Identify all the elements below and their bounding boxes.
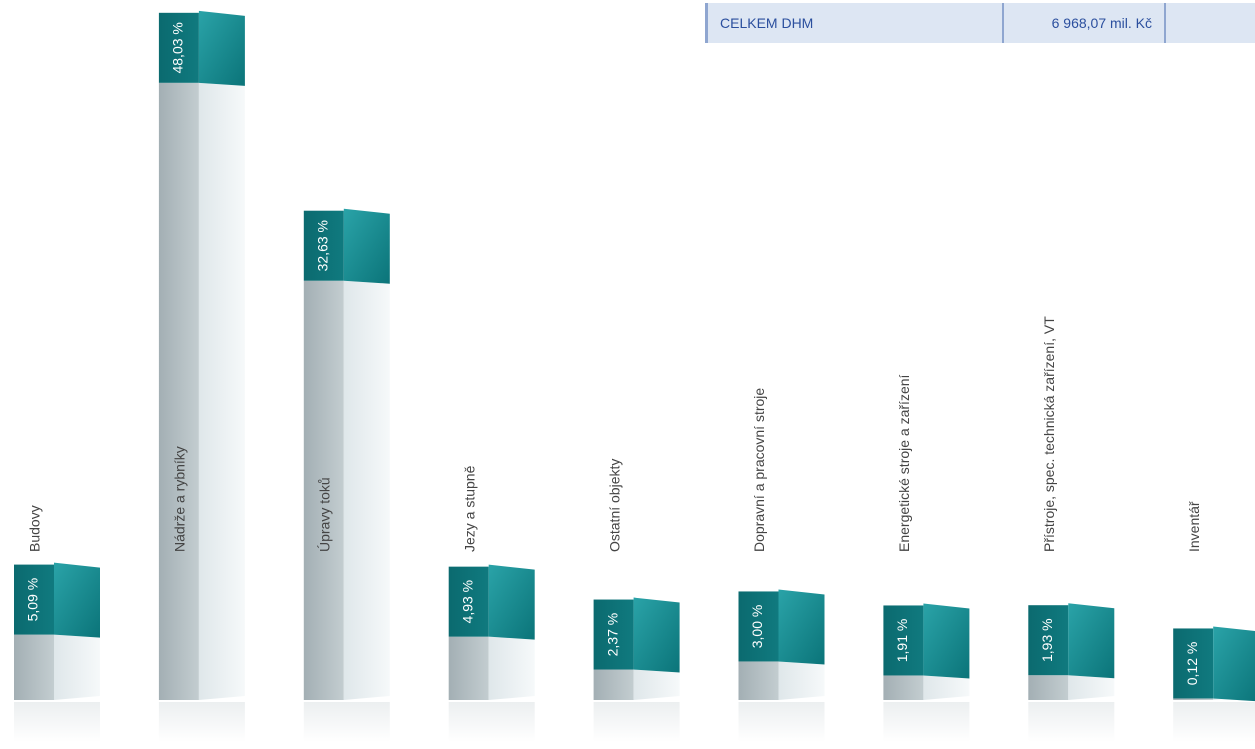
category-label: Dopravní a pracovní stroje bbox=[751, 388, 767, 552]
table-cell: CELKEM DHM bbox=[705, 0, 1003, 43]
bar-side bbox=[198, 82, 245, 700]
bar-cap bbox=[303, 210, 344, 281]
bar-cap-side bbox=[778, 589, 825, 665]
bar bbox=[593, 669, 634, 700]
bar-cap-side bbox=[488, 564, 535, 640]
bar-side bbox=[633, 669, 680, 700]
summary-table: CELKEM DHM 6 968,07 mil. Kč bbox=[705, 0, 1255, 43]
category-label: Budovy bbox=[27, 505, 43, 552]
bar-reflection bbox=[303, 702, 390, 742]
bar bbox=[158, 82, 199, 700]
value-label: 1,91 % bbox=[894, 619, 910, 663]
bar-cap bbox=[593, 599, 634, 670]
bar-reflection bbox=[14, 702, 100, 742]
bar-side bbox=[778, 661, 825, 700]
bar bbox=[1173, 698, 1214, 700]
bar-cap bbox=[1173, 628, 1214, 699]
bar-reflection bbox=[1028, 702, 1115, 742]
bar-cap bbox=[14, 564, 54, 635]
bar-cap-side bbox=[54, 562, 100, 638]
value-label: 4,93 % bbox=[459, 580, 475, 624]
bar-cap bbox=[158, 12, 199, 83]
bar-cap-side bbox=[633, 597, 680, 673]
bar-cap-side bbox=[923, 603, 970, 679]
bar-reflection bbox=[448, 702, 535, 742]
value-label: 0,12 % bbox=[1184, 642, 1200, 686]
bar bbox=[883, 675, 924, 700]
bar bbox=[14, 634, 54, 700]
category-label: Inventář bbox=[1186, 501, 1202, 552]
bar bbox=[738, 661, 779, 700]
bar-side bbox=[1068, 675, 1115, 700]
bar-cap-side bbox=[1213, 626, 1255, 702]
bar-side bbox=[54, 634, 100, 700]
table-cell bbox=[1165, 0, 1255, 43]
value-label: 1,93 % bbox=[1039, 618, 1055, 662]
bar-reflection bbox=[593, 702, 680, 742]
bar-cap-side bbox=[198, 10, 245, 86]
bar-cap bbox=[1028, 605, 1069, 676]
bar-side bbox=[343, 280, 390, 700]
bar-reflection bbox=[1173, 702, 1255, 742]
category-label: Ostatní objekty bbox=[606, 459, 622, 552]
bar-cap-side bbox=[343, 208, 390, 284]
category-label: Jezy a stupně bbox=[461, 465, 477, 552]
bar-side bbox=[923, 675, 970, 700]
table-row: CELKEM DHM 6 968,07 mil. Kč bbox=[705, 0, 1255, 43]
bar-reflection bbox=[883, 702, 970, 742]
value-label: 2,37 % bbox=[604, 613, 620, 657]
bar bbox=[448, 636, 489, 700]
category-label: Nádrže a rybníky bbox=[172, 446, 188, 552]
bar-cap bbox=[448, 566, 489, 637]
category-label: Energetické stroje a zařízení bbox=[896, 374, 912, 552]
bar-cap bbox=[883, 605, 924, 676]
value-label: 5,09 % bbox=[25, 578, 41, 622]
bar bbox=[1028, 675, 1069, 700]
bar-side bbox=[488, 636, 535, 700]
value-label: 48,03 % bbox=[170, 22, 186, 73]
bar-reflection bbox=[158, 702, 245, 742]
bar-reflection bbox=[738, 702, 825, 742]
value-label: 32,63 % bbox=[315, 220, 331, 271]
table-cell: 6 968,07 mil. Kč bbox=[1002, 0, 1166, 43]
bar-cap-side bbox=[1068, 603, 1115, 679]
category-label: Úpravy toků bbox=[317, 477, 333, 552]
bar-cap bbox=[738, 591, 779, 662]
bar bbox=[303, 280, 344, 700]
category-label: Přístroje, spec. technická zařízení, VT bbox=[1041, 316, 1057, 552]
value-label: 3,00 % bbox=[749, 605, 765, 649]
